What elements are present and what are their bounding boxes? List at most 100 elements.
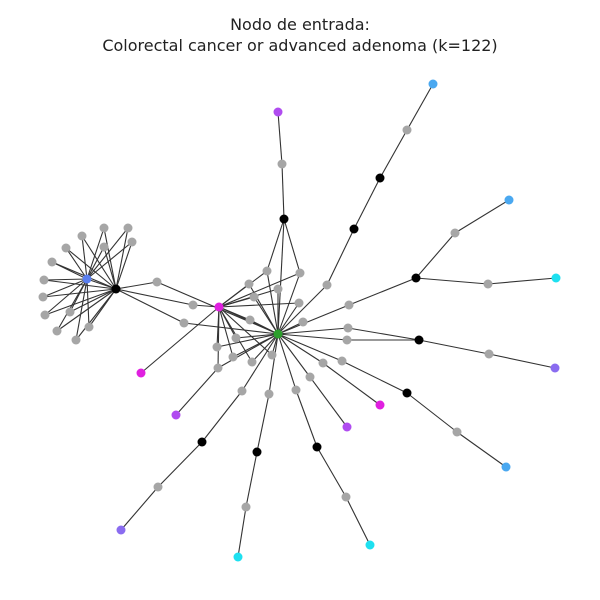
node-c14 [71,335,81,345]
edge-b1-g_b1 [115,281,158,290]
edge-m1-g_267 [218,270,268,308]
edge-m1-g_272 [218,306,273,356]
node-g_300 [295,268,305,278]
edge-rb1-c6 [86,246,105,280]
node-g_184 [179,318,189,328]
edge-root-g_348 [277,327,349,335]
edge-g_455-sb_509 [454,199,510,234]
edge-m1-g_254 [218,296,255,308]
edge-root-g_347 [277,333,348,341]
edge-m1-v_141 [140,306,220,374]
edge-b_354-b_380 [353,177,381,230]
node-g_327 [322,280,332,290]
edge-b1-c10 [44,288,117,316]
node-c4 [127,237,137,247]
edge-b1-g_184 [115,288,185,324]
edge-root-g_296 [277,333,297,391]
edge-b_284-g_267 [266,218,285,272]
edge-b1-c8 [43,279,117,290]
edge-b1-c7 [51,261,117,290]
node-g_323 [318,358,328,368]
node-c11 [65,307,75,317]
edge-b_317-g_346 [316,446,347,498]
node-c13 [84,322,94,332]
edge-g_489-lv_555 [488,353,556,369]
edges-layer [42,83,557,558]
edge-g_346-cy_370 [345,496,371,546]
edge-g_246-cy_238 [237,506,247,558]
node-g_489 [484,349,494,359]
node-sb_506 [501,462,511,472]
node-lv_555 [550,363,560,373]
nodes-layer [38,79,561,562]
edge-g_323-m_380 [322,362,381,406]
edge-b1-c9 [42,288,117,298]
node-g_193 [188,300,198,310]
node-b_416 [411,273,421,283]
edge-b1-c6 [103,246,117,290]
edge-g_488-cy_556 [487,277,557,285]
node-b_419 [414,335,424,345]
edge-m1-g_300 [218,272,301,308]
node-g_457 [452,427,462,437]
title-line-1: Nodo de entrada: [230,15,370,34]
edge-m1-g_233 [218,306,234,358]
node-g_b1 [152,277,162,287]
edge-root-g_267 [266,270,279,335]
node-b_284 [279,214,289,224]
node-g_349 [344,300,354,310]
node-g_246 [241,502,251,512]
edge-g_342-b_407 [341,360,408,394]
edge-b_257-g_246 [245,451,258,508]
edge-g_158-lv_121 [120,486,159,531]
edge-g_269-b_257 [256,393,270,453]
edge-rb1-c9 [42,278,88,298]
edge-g_327-b_354 [326,228,355,286]
edge-m1-g_236 [218,306,237,339]
node-g_269 [264,389,274,399]
edge-rb1-c14 [75,278,88,341]
edge-g_218-v_176 [175,367,219,416]
edge-root-g_250 [249,319,279,335]
edge-b1-c5 [65,247,117,290]
node-b_380 [375,173,385,183]
edge-b1-c11 [69,288,117,313]
node-b1 [111,284,121,294]
node-c3 [77,231,87,241]
edge-b_419-g_489 [418,339,490,355]
node-sb_433 [428,79,438,89]
edge-b1-c12 [56,288,117,332]
node-cy_556 [551,273,561,283]
edge-b1-rb1 [86,278,117,290]
edge-b1-c1 [103,227,117,290]
node-g_254 [249,292,259,302]
edge-root-g_218 [217,333,279,369]
edge-b_202-g_158 [157,441,203,488]
node-g_267 [262,266,272,276]
edge-rb1-c8 [43,278,88,281]
node-c8 [39,275,49,285]
node-g_407 [402,125,412,135]
node-g_299 [294,298,304,308]
node-v_141 [136,368,146,378]
edge-g_457-sb_506 [456,431,507,468]
entry-node [273,329,283,339]
node-g_158 [153,482,163,492]
node-g_233 [228,352,238,362]
edge-root-g_236 [235,333,279,339]
edge-b1-c3 [81,235,117,290]
node-g_455 [450,228,460,238]
edge-b1-c2 [115,227,129,290]
node-c6 [99,242,109,252]
edge-b_416-g_488 [415,277,489,285]
edge-root-g_323 [277,333,324,364]
edge-root-g_349 [277,304,350,335]
node-c2 [123,223,133,233]
edge-root-b_284 [277,218,285,335]
node-g_278 [273,284,283,294]
node-v_176 [171,410,181,420]
edge-root-g_269 [268,333,279,395]
edge-rb1-c1 [86,227,105,280]
edge-m1-g_218 [217,306,220,369]
